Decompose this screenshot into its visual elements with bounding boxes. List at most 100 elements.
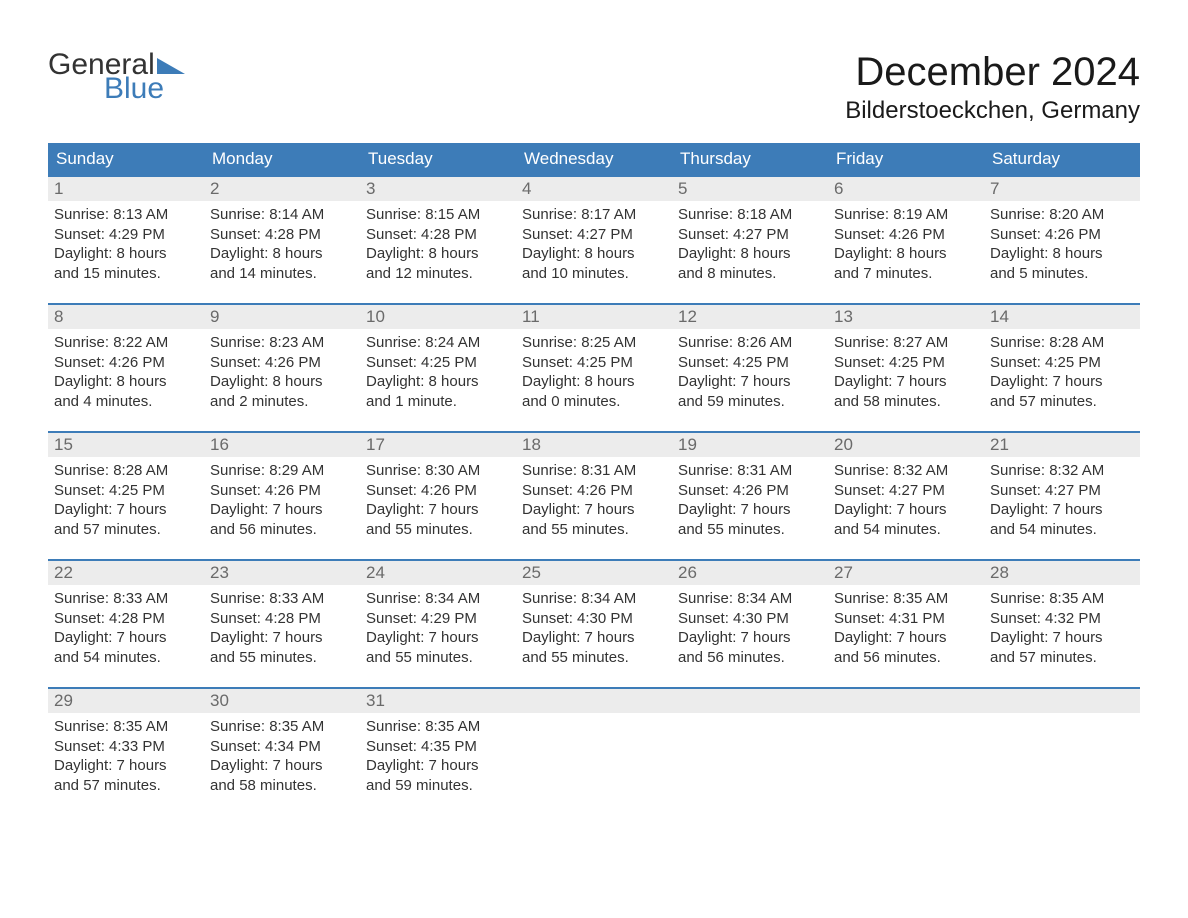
- daylight-line2: and 57 minutes.: [990, 392, 1134, 412]
- sunset-text: Sunset: 4:31 PM: [834, 609, 978, 629]
- sunset-text: Sunset: 4:27 PM: [678, 225, 822, 245]
- sunset-text: Sunset: 4:26 PM: [834, 225, 978, 245]
- weekday-header: Tuesday: [360, 143, 516, 175]
- month-title: December 2024: [845, 50, 1140, 95]
- day-cell: 13Sunrise: 8:27 AMSunset: 4:25 PMDayligh…: [828, 305, 984, 413]
- day-number: 18: [516, 433, 672, 457]
- sunset-text: Sunset: 4:33 PM: [54, 737, 198, 757]
- day-cell: 23Sunrise: 8:33 AMSunset: 4:28 PMDayligh…: [204, 561, 360, 669]
- day-cell: 5Sunrise: 8:18 AMSunset: 4:27 PMDaylight…: [672, 177, 828, 285]
- day-details: Sunrise: 8:13 AMSunset: 4:29 PMDaylight:…: [48, 201, 204, 285]
- sunrise-text: Sunrise: 8:32 AM: [834, 461, 978, 481]
- daylight-line2: and 2 minutes.: [210, 392, 354, 412]
- day-number: 30: [204, 689, 360, 713]
- day-details: Sunrise: 8:34 AMSunset: 4:29 PMDaylight:…: [360, 585, 516, 669]
- sunset-text: Sunset: 4:25 PM: [366, 353, 510, 373]
- day-cell: 27Sunrise: 8:35 AMSunset: 4:31 PMDayligh…: [828, 561, 984, 669]
- sunrise-text: Sunrise: 8:17 AM: [522, 205, 666, 225]
- day-cell: 7Sunrise: 8:20 AMSunset: 4:26 PMDaylight…: [984, 177, 1140, 285]
- daylight-line2: and 10 minutes.: [522, 264, 666, 284]
- day-details: Sunrise: 8:22 AMSunset: 4:26 PMDaylight:…: [48, 329, 204, 413]
- sunrise-text: Sunrise: 8:34 AM: [678, 589, 822, 609]
- daylight-line2: and 5 minutes.: [990, 264, 1134, 284]
- sunset-text: Sunset: 4:28 PM: [210, 225, 354, 245]
- day-number: 12: [672, 305, 828, 329]
- sunset-text: Sunset: 4:26 PM: [210, 353, 354, 373]
- logo: General Blue: [48, 50, 185, 104]
- daylight-line1: Daylight: 7 hours: [54, 756, 198, 776]
- sunrise-text: Sunrise: 8:34 AM: [522, 589, 666, 609]
- day-number: 28: [984, 561, 1140, 585]
- sunrise-text: Sunrise: 8:32 AM: [990, 461, 1134, 481]
- daylight-line1: Daylight: 7 hours: [678, 500, 822, 520]
- daylight-line1: Daylight: 7 hours: [366, 628, 510, 648]
- day-cell: 25Sunrise: 8:34 AMSunset: 4:30 PMDayligh…: [516, 561, 672, 669]
- day-cell: 16Sunrise: 8:29 AMSunset: 4:26 PMDayligh…: [204, 433, 360, 541]
- week-row: 29Sunrise: 8:35 AMSunset: 4:33 PMDayligh…: [48, 687, 1140, 797]
- daylight-line2: and 56 minutes.: [210, 520, 354, 540]
- daylight-line2: and 8 minutes.: [678, 264, 822, 284]
- day-cell: 9Sunrise: 8:23 AMSunset: 4:26 PMDaylight…: [204, 305, 360, 413]
- day-cell: 17Sunrise: 8:30 AMSunset: 4:26 PMDayligh…: [360, 433, 516, 541]
- day-details: Sunrise: 8:32 AMSunset: 4:27 PMDaylight:…: [828, 457, 984, 541]
- day-number: 11: [516, 305, 672, 329]
- daylight-line2: and 55 minutes.: [366, 520, 510, 540]
- sunset-text: Sunset: 4:28 PM: [210, 609, 354, 629]
- daylight-line2: and 57 minutes.: [990, 648, 1134, 668]
- daylight-line1: Daylight: 8 hours: [522, 372, 666, 392]
- day-number: 23: [204, 561, 360, 585]
- daylight-line1: Daylight: 8 hours: [366, 244, 510, 264]
- day-number: 29: [48, 689, 204, 713]
- sunset-text: Sunset: 4:34 PM: [210, 737, 354, 757]
- sunrise-text: Sunrise: 8:20 AM: [990, 205, 1134, 225]
- day-number: 6: [828, 177, 984, 201]
- sunrise-text: Sunrise: 8:18 AM: [678, 205, 822, 225]
- sunset-text: Sunset: 4:27 PM: [522, 225, 666, 245]
- weekday-header: Saturday: [984, 143, 1140, 175]
- sunrise-text: Sunrise: 8:35 AM: [210, 717, 354, 737]
- daylight-line1: Daylight: 7 hours: [834, 500, 978, 520]
- daylight-line1: Daylight: 7 hours: [522, 628, 666, 648]
- day-cell: .: [672, 689, 828, 797]
- day-details: Sunrise: 8:24 AMSunset: 4:25 PMDaylight:…: [360, 329, 516, 413]
- daylight-line2: and 12 minutes.: [366, 264, 510, 284]
- day-cell: 6Sunrise: 8:19 AMSunset: 4:26 PMDaylight…: [828, 177, 984, 285]
- day-cell: 21Sunrise: 8:32 AMSunset: 4:27 PMDayligh…: [984, 433, 1140, 541]
- sunset-text: Sunset: 4:26 PM: [678, 481, 822, 501]
- weekday-header: Monday: [204, 143, 360, 175]
- day-number: 7: [984, 177, 1140, 201]
- weekday-header-row: Sunday Monday Tuesday Wednesday Thursday…: [48, 143, 1140, 175]
- day-cell: 20Sunrise: 8:32 AMSunset: 4:27 PMDayligh…: [828, 433, 984, 541]
- weekday-header: Sunday: [48, 143, 204, 175]
- day-cell: 24Sunrise: 8:34 AMSunset: 4:29 PMDayligh…: [360, 561, 516, 669]
- daylight-line2: and 55 minutes.: [210, 648, 354, 668]
- daylight-line2: and 55 minutes.: [522, 520, 666, 540]
- day-cell: 30Sunrise: 8:35 AMSunset: 4:34 PMDayligh…: [204, 689, 360, 797]
- title-block: December 2024 Bilderstoeckchen, Germany: [845, 50, 1140, 125]
- sunset-text: Sunset: 4:25 PM: [54, 481, 198, 501]
- daylight-line1: Daylight: 7 hours: [210, 628, 354, 648]
- weekday-header: Friday: [828, 143, 984, 175]
- daylight-line1: Daylight: 7 hours: [54, 500, 198, 520]
- sunset-text: Sunset: 4:29 PM: [54, 225, 198, 245]
- sunrise-text: Sunrise: 8:35 AM: [834, 589, 978, 609]
- daylight-line1: Daylight: 7 hours: [366, 756, 510, 776]
- day-number: 1: [48, 177, 204, 201]
- day-details: Sunrise: 8:18 AMSunset: 4:27 PMDaylight:…: [672, 201, 828, 285]
- daylight-line2: and 55 minutes.: [522, 648, 666, 668]
- daylight-line2: and 58 minutes.: [834, 392, 978, 412]
- sunset-text: Sunset: 4:32 PM: [990, 609, 1134, 629]
- daylight-line2: and 57 minutes.: [54, 520, 198, 540]
- sunset-text: Sunset: 4:26 PM: [210, 481, 354, 501]
- day-cell: 14Sunrise: 8:28 AMSunset: 4:25 PMDayligh…: [984, 305, 1140, 413]
- daylight-line1: Daylight: 8 hours: [210, 372, 354, 392]
- daylight-line1: Daylight: 7 hours: [990, 372, 1134, 392]
- sunrise-text: Sunrise: 8:34 AM: [366, 589, 510, 609]
- daylight-line2: and 55 minutes.: [678, 520, 822, 540]
- day-details: Sunrise: 8:35 AMSunset: 4:33 PMDaylight:…: [48, 713, 204, 797]
- day-number: .: [984, 689, 1140, 713]
- daylight-line2: and 54 minutes.: [990, 520, 1134, 540]
- daylight-line2: and 58 minutes.: [210, 776, 354, 796]
- day-number: 8: [48, 305, 204, 329]
- day-details: Sunrise: 8:28 AMSunset: 4:25 PMDaylight:…: [48, 457, 204, 541]
